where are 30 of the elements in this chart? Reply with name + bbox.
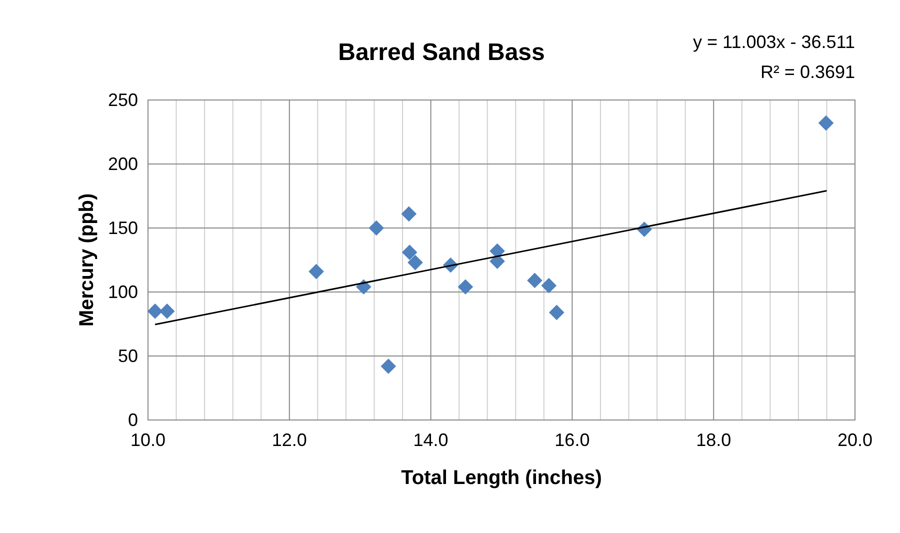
text: R² = 0.3691: [760, 62, 855, 82]
y-tick-label: 0: [128, 410, 138, 430]
x-tick-label: 20.0: [837, 430, 873, 450]
point: [458, 279, 474, 295]
point: [159, 304, 175, 319]
point: [401, 206, 417, 222]
point: [541, 278, 557, 294]
chart-title: Barred Sand Bass: [338, 39, 545, 66]
x-tick-label: 12.0: [272, 430, 307, 450]
point: [408, 254, 423, 270]
y-tick-label: 150: [108, 218, 138, 238]
y-tick-label: 100: [108, 282, 138, 302]
y-axis-title: Mercury (ppb): [76, 193, 98, 327]
x-tick-label: 16.0: [554, 430, 590, 450]
text: y = 11.003x - 36.511: [693, 32, 855, 52]
point: [402, 244, 418, 260]
x-tick-label: 10.0: [130, 430, 166, 450]
point: [380, 358, 396, 374]
y-tick-label: 250: [108, 90, 138, 110]
y-tick-label: 50: [118, 346, 138, 366]
point: [147, 304, 163, 319]
x-tick-label: 14.0: [413, 430, 448, 450]
point: [548, 304, 564, 320]
x-tick-label: 18.0: [696, 430, 732, 450]
point: [308, 264, 324, 280]
point: [368, 220, 384, 236]
point: [818, 115, 834, 131]
y-tick-label: 200: [108, 154, 138, 174]
x-axis-title: Total Length (inches): [401, 467, 602, 489]
point: [527, 272, 542, 288]
